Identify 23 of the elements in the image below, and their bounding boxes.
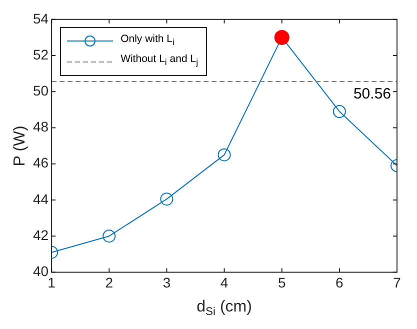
point bbox=[218, 148, 231, 162]
y-tick-label: 46 bbox=[32, 154, 49, 171]
x-tick-label: 1 bbox=[48, 274, 56, 290]
legend-label: Only with L$_{i}$ bbox=[120, 32, 174, 50]
x-tick-label: 7 bbox=[393, 274, 402, 290]
y-tick-label: 52 bbox=[32, 46, 49, 62]
y-axis-title: P (W) bbox=[11, 126, 28, 166]
x-tick-label: 5 bbox=[278, 274, 286, 290]
x-tick-label: 2 bbox=[105, 274, 114, 290]
y-tick-label: 48 bbox=[32, 118, 49, 135]
x-tick-label: 3 bbox=[162, 274, 171, 290]
point bbox=[160, 192, 174, 206]
y-tick-label: 50 bbox=[32, 82, 49, 98]
y-tick-label: 44 bbox=[32, 190, 49, 207]
x-tick-label: 4 bbox=[220, 274, 228, 290]
y-tick-label: 42 bbox=[32, 226, 49, 243]
legend-label: Without L$_{i}$ and L$_{j}$ bbox=[120, 52, 198, 70]
x-tick-label: 6 bbox=[336, 274, 344, 290]
point bbox=[102, 230, 116, 243]
y-tick-label: 54 bbox=[32, 10, 49, 26]
point bbox=[332, 104, 346, 118]
y-tick-label: 40 bbox=[32, 263, 49, 280]
annotation: 50.56 bbox=[353, 86, 392, 103]
